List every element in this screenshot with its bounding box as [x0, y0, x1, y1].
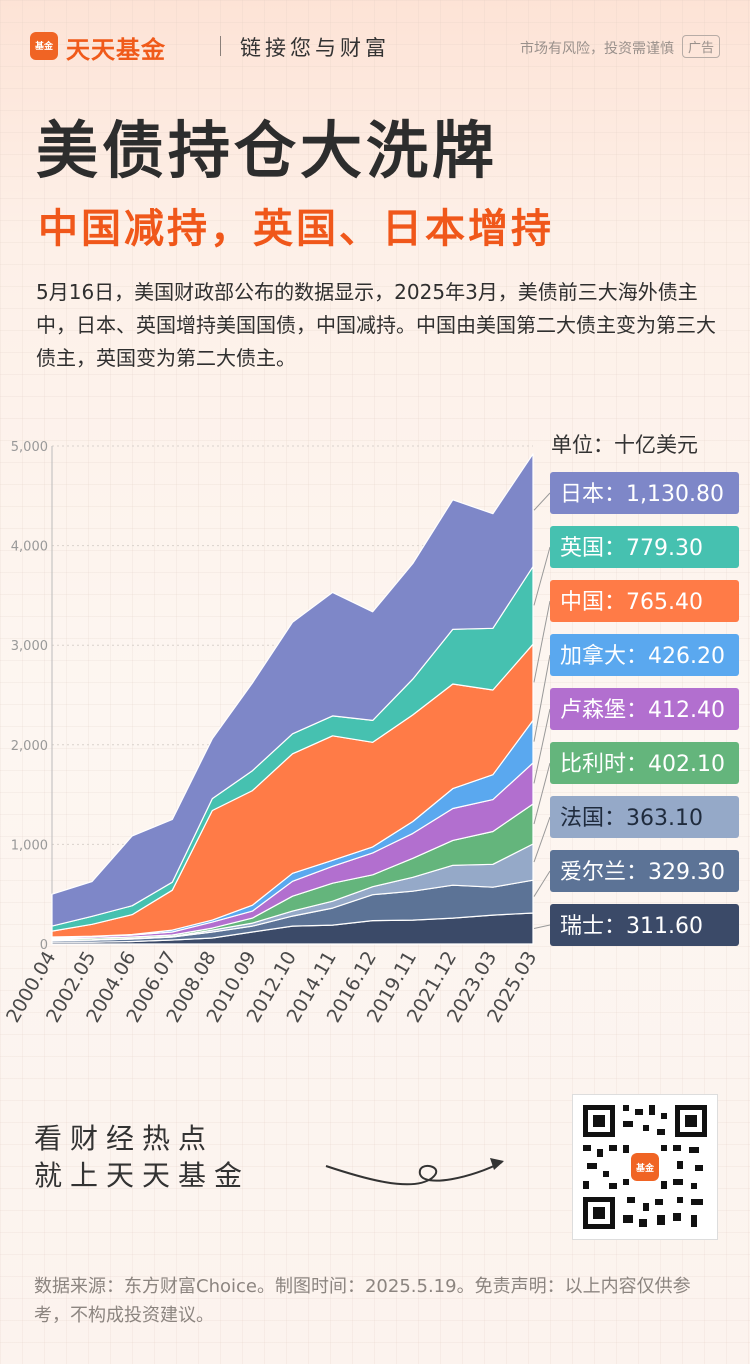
- legend-leader-line: [533, 600, 551, 683]
- y-tick-label: 5,000: [11, 440, 48, 455]
- legend-leader-line: [533, 492, 551, 511]
- data-label-luxembourg: 卢森堡：412.40: [560, 698, 725, 723]
- y-tick-label: 2,000: [11, 739, 48, 754]
- legend-leader-line: [533, 762, 551, 825]
- legend-leader-line: [533, 816, 551, 863]
- legend-leader-line: [533, 546, 551, 606]
- app-header: 基金 天天基金 链接您与财富 市场有风险，投资需谨慎 广告: [30, 28, 720, 64]
- y-tick-label: 1,000: [11, 838, 48, 853]
- data-label-france: 法国：363.10: [560, 806, 703, 831]
- y-tick-label: 0: [40, 938, 48, 953]
- data-label-china: 中国：765.40: [560, 590, 703, 615]
- brand-logo-icon: 基金: [30, 32, 58, 60]
- arrow-icon: [325, 1158, 504, 1186]
- data-label-canada: 加拿大：426.20: [560, 643, 725, 669]
- ad-badge: 广告: [681, 35, 720, 58]
- page-subtitle: 中国减持，英国、日本增持: [38, 206, 554, 252]
- legend-box-japan: [550, 472, 739, 514]
- risk-notice: 市场有风险，投资需谨慎: [520, 41, 674, 57]
- stacked-area-chart: 01,0002,0003,0004,0005,0002000.042002.05…: [2, 433, 739, 1027]
- qr-logo-text: 基金: [635, 1162, 655, 1174]
- article-description: 5月16日，美国财政部公布的数据显示，2025年3月，美债前三大海外债主中，日本…: [36, 280, 716, 370]
- footer-cta: 看财经热点 就上天天基金: [34, 1120, 250, 1194]
- legend-leader-line: [533, 654, 551, 742]
- qr-code-icon: 基金: [583, 1105, 707, 1229]
- qr-code[interactable]: 基金: [572, 1094, 718, 1240]
- legend-box-france: [550, 796, 739, 838]
- legend-box-canada: [550, 634, 739, 676]
- data-label-japan: 日本：1,130.80: [560, 482, 724, 507]
- brand-name: 天天基金: [66, 35, 166, 64]
- header-divider: [220, 36, 221, 56]
- legend-leader-line: [533, 924, 551, 929]
- cta-line-1: 看财经热点: [34, 1122, 215, 1155]
- legend-box-ireland: [550, 850, 739, 892]
- legend-leader-line: [533, 708, 551, 784]
- source-disclaimer: 数据来源：东方财富Choice。制图时间：2025.5.19。免责声明：以上内容…: [34, 1276, 691, 1326]
- legend-box-switzerland: [550, 904, 739, 946]
- y-tick-label: 3,000: [11, 639, 48, 654]
- unit-label: 单位：十亿美元: [551, 433, 698, 457]
- area-series-japan: [51, 453, 534, 927]
- page-title: 美债持仓大洗牌: [36, 114, 499, 187]
- legend-leader-line: [533, 870, 551, 897]
- data-label-belgium: 比利时：402.10: [560, 752, 725, 777]
- legend-box-luxembourg: [550, 688, 739, 730]
- legend-box-belgium: [550, 742, 739, 784]
- data-label-ireland: 爱尔兰：329.30: [560, 860, 725, 885]
- data-label-uk: 英国：779.30: [560, 536, 703, 561]
- legend-box-uk: [550, 526, 739, 568]
- legend-box-china: [550, 580, 739, 622]
- data-label-switzerland: 瑞士：311.60: [560, 914, 703, 939]
- brand-slogan: 链接您与财富: [240, 36, 390, 60]
- y-tick-label: 4,000: [11, 540, 48, 555]
- cta-line-2: 就上天天基金: [34, 1159, 251, 1192]
